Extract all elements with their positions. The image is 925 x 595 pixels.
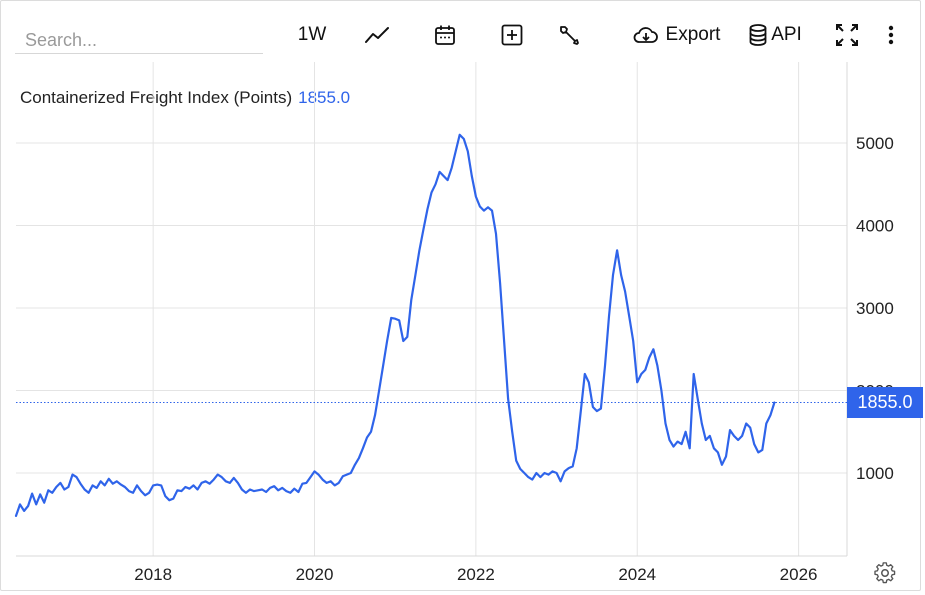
chart-type-button[interactable] <box>360 20 394 50</box>
more-options-button[interactable] <box>880 20 902 50</box>
wrench-icon <box>560 26 579 45</box>
settings-tools-button[interactable] <box>553 20 585 50</box>
gear-icon <box>874 562 896 584</box>
more-vertical-icon <box>888 25 894 45</box>
database-icon <box>749 24 767 46</box>
export-label: Export <box>665 24 721 45</box>
date-range-button[interactable] <box>428 20 462 50</box>
export-button[interactable]: Export <box>630 20 722 50</box>
api-button[interactable]: API <box>745 20 805 50</box>
last-value-tag: 1855.0 <box>847 387 923 419</box>
chart-title-value: 1855.0 <box>298 88 351 107</box>
fullscreen-icon <box>836 24 858 46</box>
range-1w-button[interactable]: 1W <box>294 20 330 50</box>
cloud-download-icon <box>633 27 658 43</box>
calendar-icon <box>435 25 455 45</box>
fullscreen-button[interactable] <box>831 20 863 50</box>
api-label: API <box>771 24 802 45</box>
chart-title: Containerized Freight Index (Points) 1855… <box>20 88 350 108</box>
toolbar: 1W Export <box>0 0 925 62</box>
chart-title-name: Containerized Freight Index (Points) <box>20 88 293 107</box>
search-input[interactable] <box>15 24 263 54</box>
chart-settings-button[interactable] <box>874 562 896 584</box>
range-label: 1W <box>297 24 327 45</box>
add-indicator-button[interactable] <box>495 20 529 50</box>
plus-square-icon <box>501 24 523 46</box>
line-chart-icon <box>365 27 389 43</box>
